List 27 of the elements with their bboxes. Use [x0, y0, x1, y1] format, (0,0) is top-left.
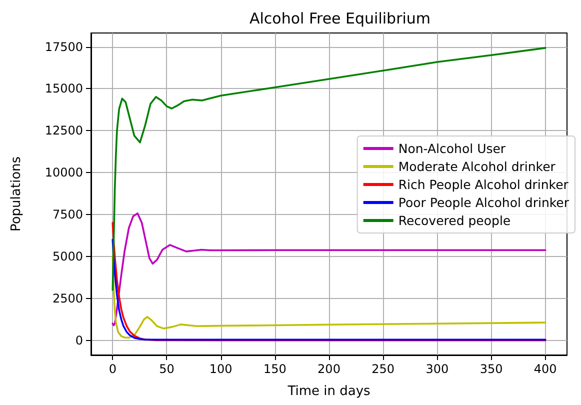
line-series [112, 256, 546, 339]
legend-label: Rich People Alcohol drinker [398, 177, 570, 192]
x-tick-label: 200 [318, 362, 340, 376]
x-tick-label: 400 [534, 362, 557, 376]
line-series [112, 212, 546, 326]
y-tick-label: 12500 [44, 124, 83, 138]
x-tick-label: 100 [209, 362, 232, 376]
x-tick-label: 50 [159, 362, 174, 376]
y-tick-label: 5000 [52, 249, 83, 264]
y-tick-label: 2500 [52, 291, 83, 306]
y-axis-title: Populations [9, 156, 24, 232]
y-tick-label: 7500 [52, 208, 83, 222]
x-tick-label: 350 [480, 362, 503, 376]
legend-label: Poor People Alcohol drinker [398, 195, 570, 210]
x-tick-label: 150 [263, 362, 286, 376]
y-tick-label: 17500 [44, 40, 83, 54]
legend-label: Moderate Alcohol drinker [398, 159, 556, 174]
y-tick-label: 0 [75, 333, 83, 348]
x-tick-label: 300 [426, 362, 449, 376]
legend-label: Recovered people [398, 213, 511, 228]
x-tick-label: 0 [108, 362, 116, 376]
y-tick-label: 10000 [44, 166, 83, 180]
y-tick-label: 15000 [44, 82, 83, 96]
x-tick-label: 250 [372, 362, 395, 376]
chart-title: Alcohol Free Equilibrium [249, 10, 431, 28]
x-axis-title: Time in days [286, 384, 371, 399]
legend-label: Non-Alcohol User [398, 141, 506, 156]
